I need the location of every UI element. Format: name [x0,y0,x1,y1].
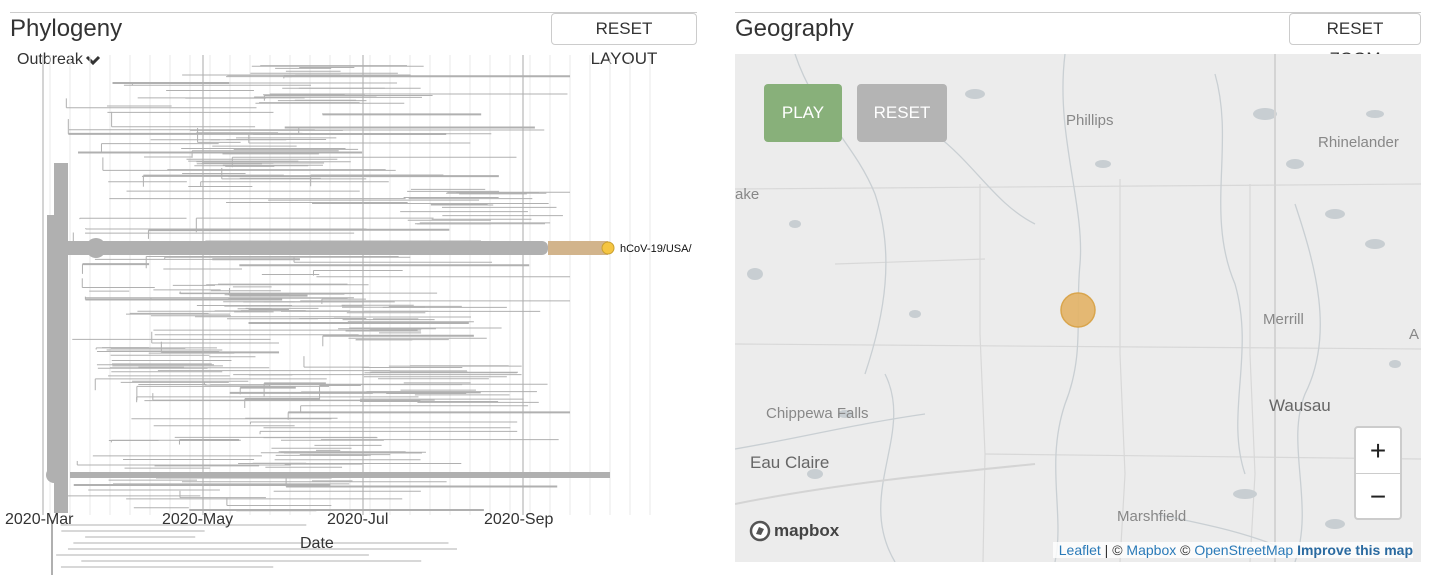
place-label: Chippewa Falls [766,405,869,422]
geography-panel: Geography RESET ZOOM [735,12,1421,587]
x-tick-label: 2020-Jul [327,511,389,528]
reset-zoom-button[interactable]: RESET ZOOM [1289,13,1421,68]
tip-label: hCoV-19/USA/ [620,243,692,255]
place-label: Rhinelander [1318,134,1399,151]
main-branch [58,241,548,255]
tip-node [601,241,615,255]
zoom-in-button[interactable]: + [1369,435,1387,466]
play-button[interactable]: PLAY [764,84,842,142]
chevron-down-icon [85,55,100,66]
node [86,238,106,258]
place-label: Wausau [1269,396,1331,415]
map-tiles [735,54,1421,562]
place-label: ake [735,186,760,203]
mapbox-logo[interactable]: mapbox [749,520,839,542]
reset-layout-button[interactable]: RESET LAYOUT [551,13,697,68]
map[interactable]: PLAY RESET Phillips Rhinelander ake Merr… [735,54,1421,562]
geography-title: Geography [735,15,854,42]
mapbox-icon [749,520,771,542]
zoom-control: + − [1354,426,1402,520]
x-axis-title: Date [300,535,334,552]
attribution-separator: © [1176,542,1195,558]
leaflet-link[interactable]: Leaflet [1058,542,1101,558]
reset-animation-button[interactable]: RESET [857,84,947,142]
place-label: A [1409,326,1420,343]
phylogeny-title: Phylogeny [10,15,123,42]
x-tick-label: 2020-Sep [484,511,554,528]
highlighted-branch [548,241,608,255]
place-label: Eau Claire [750,453,830,472]
mapbox-wordmark: mapbox [774,521,840,540]
zoom-out-button[interactable]: − [1356,473,1400,519]
node [46,467,62,483]
place-label: Merrill [1263,311,1304,328]
x-tick-label: 2020-Mar [5,511,74,528]
phylogeny-tree[interactable]: hCoV-19/USA/ [10,55,697,575]
place-label: Phillips [1066,112,1114,129]
attribution-separator: | © [1100,542,1127,558]
phylogeny-panel: Phylogeny RESET LAYOUT Outbreak hCoV-19/… [5,12,697,587]
trunk-branch [47,215,59,475]
map-attribution: Leaflet | © Mapbox © OpenStreetMap Impro… [1052,542,1413,558]
location-circle [1060,292,1096,328]
x-tick-label: 2020-May [162,511,234,528]
mapbox-link[interactable]: Mapbox [1126,542,1177,558]
place-label: Marshfield [1117,508,1187,525]
osm-link[interactable]: OpenStreetMap [1194,542,1294,558]
improve-map-link[interactable]: Improve this map [1297,542,1413,558]
